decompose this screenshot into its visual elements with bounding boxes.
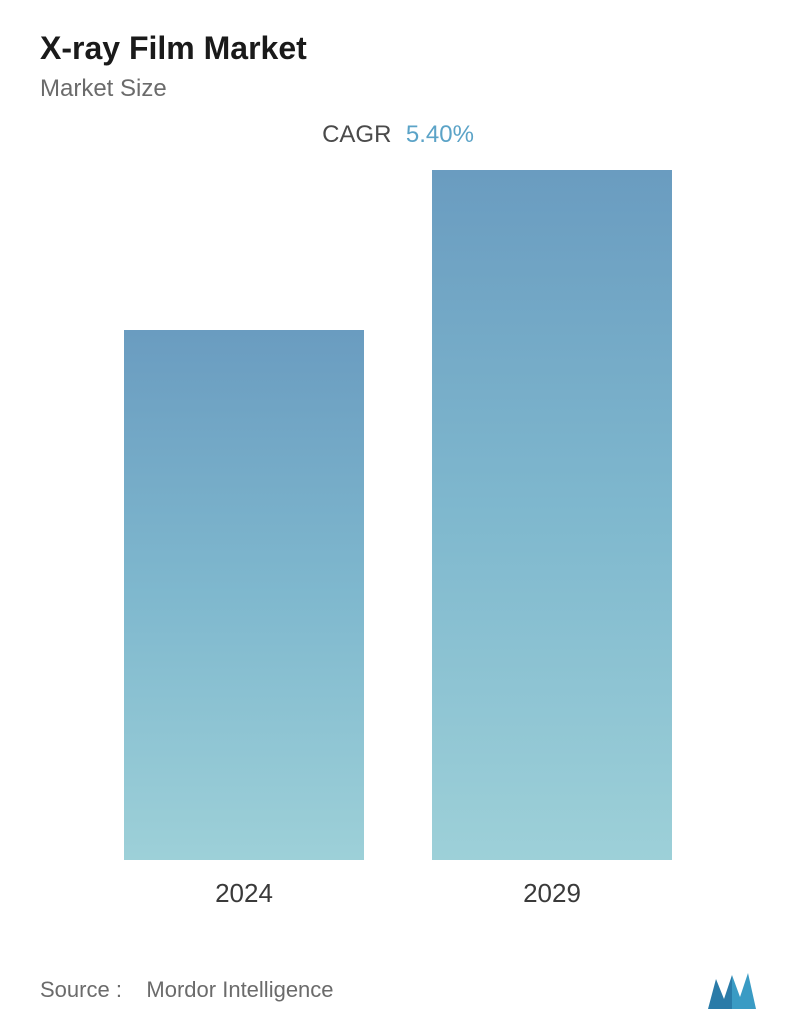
source-label: Source :: [40, 977, 122, 1002]
cagr-row: CAGR 5.40%: [40, 121, 756, 149]
chart-title: X-ray Film Market: [40, 30, 756, 67]
logo-path-left: [708, 975, 732, 1009]
bar-label-1: 2029: [523, 878, 581, 909]
source-name: Mordor Intelligence: [146, 977, 333, 1002]
bar-wrapper-1: 2029: [432, 170, 672, 909]
bar-label-0: 2024: [215, 878, 273, 909]
logo-path-right: [732, 973, 756, 1009]
cagr-label: CAGR: [322, 121, 391, 148]
chart-area: 2024 2029: [40, 189, 756, 909]
bar-0: [124, 330, 364, 860]
bar-wrapper-0: 2024: [124, 330, 364, 909]
brand-logo-icon: [708, 971, 756, 1009]
bar-1: [432, 170, 672, 860]
chart-subtitle: Market Size: [40, 75, 756, 103]
footer: Source : Mordor Intelligence: [40, 971, 756, 1009]
cagr-value: 5.40%: [406, 121, 474, 148]
source-text: Source : Mordor Intelligence: [40, 977, 334, 1003]
